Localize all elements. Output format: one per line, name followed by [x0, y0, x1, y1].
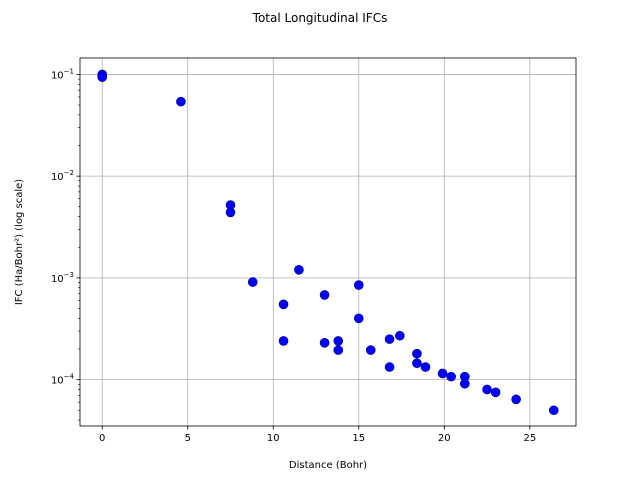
data-point [384, 362, 395, 372]
data-point [176, 96, 186, 107]
data-point [353, 313, 364, 324]
x-tick-label: 5 [185, 433, 191, 444]
data-point [412, 358, 422, 369]
y-axis: 10−4 10−3 10−2 10−1 [51, 67, 80, 421]
x-axis: 0 5 10 15 20 25 [99, 426, 536, 444]
data-point [384, 334, 395, 344]
plot-area-frame [79, 57, 577, 427]
data-point [225, 207, 236, 218]
x-tick-label: 0 [99, 433, 105, 444]
data-point [319, 290, 330, 300]
data-point [420, 362, 431, 372]
y-tick-label: 10−3 [51, 271, 74, 285]
data-point [482, 384, 492, 395]
data-point [97, 72, 108, 82]
chart-title: Total Longitudinal IFCs [252, 11, 388, 25]
x-tick-label: 15 [352, 433, 365, 444]
x-axis-label: Distance (Bohr) [289, 460, 367, 471]
data-point [247, 277, 258, 287]
data-point [353, 280, 364, 290]
data-point [460, 378, 470, 389]
data-point [365, 345, 376, 355]
data-point [319, 338, 330, 348]
data-point [446, 371, 456, 382]
x-tick-label: 10 [267, 433, 280, 444]
data-points [97, 69, 559, 416]
x-tick-label: 25 [523, 433, 536, 444]
data-point [333, 336, 344, 346]
y-axis-label: IFC (Ha/Bohr²) (log scale) [14, 179, 25, 305]
data-point [278, 299, 289, 310]
data-point [395, 330, 405, 341]
data-point [412, 348, 422, 359]
y-tick-label: 10−2 [51, 169, 74, 183]
y-tick-label: 10−4 [51, 373, 75, 387]
data-point [490, 387, 501, 398]
data-point [548, 405, 559, 416]
data-point [333, 345, 344, 355]
data-point [278, 336, 289, 346]
grid [80, 58, 576, 426]
y-tick-label: 10−1 [51, 67, 74, 81]
data-point [437, 368, 448, 379]
x-tick-label: 20 [438, 433, 451, 444]
data-point [294, 265, 304, 275]
data-point [511, 394, 521, 405]
